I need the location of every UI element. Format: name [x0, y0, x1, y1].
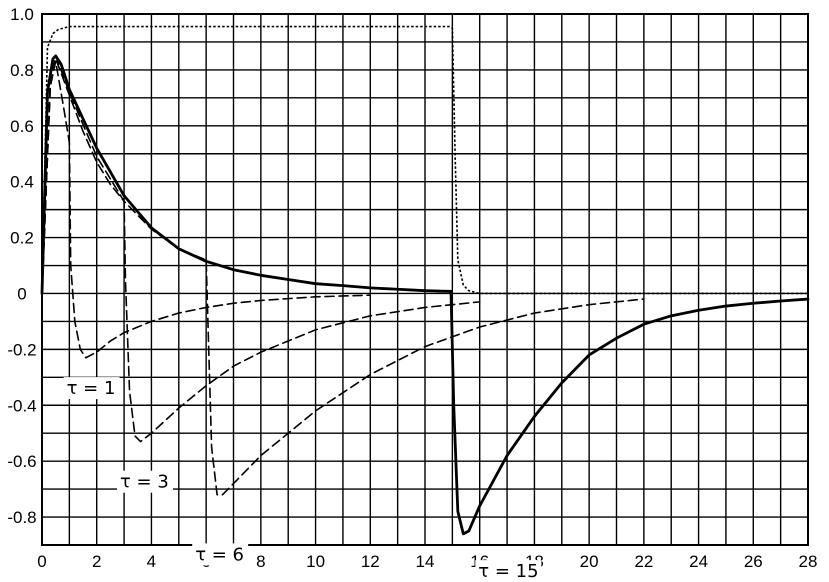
annotation-background — [117, 470, 173, 493]
x-tick-label: 2 — [92, 552, 101, 571]
x-tick-label: 4 — [147, 552, 156, 571]
x-tick-label: 28 — [799, 552, 818, 571]
x-tick-labels: 0246810121416182022242628 — [37, 552, 817, 571]
series-line — [41, 60, 372, 359]
curve-annotation: τ = 3 — [120, 472, 169, 493]
y-tick-label: -0.6 — [7, 452, 36, 471]
x-tick-label: 22 — [634, 552, 653, 571]
x-tick-label: 0 — [37, 552, 46, 571]
series-line — [41, 57, 481, 443]
curves — [40, 25, 810, 536]
x-tick-label: 20 — [580, 552, 599, 571]
x-tick-label: 8 — [256, 552, 265, 571]
curve-annotation: τ = 6 — [195, 544, 244, 565]
x-tick-label: 24 — [689, 552, 708, 571]
annotation-background — [63, 377, 120, 400]
y-tick-label: 0.2 — [10, 229, 34, 248]
annotation-background — [192, 543, 249, 566]
x-tick-label: 12 — [361, 552, 380, 571]
series-line — [40, 54, 810, 536]
curve-annotation: τ = 1 — [67, 378, 116, 399]
y-tick-label: 0 — [17, 285, 26, 304]
curve-annotations: τ = 1 τ = 3 τ = 6 τ = 15 — [63, 377, 542, 582]
x-tick-label: 26 — [744, 552, 763, 571]
y-tick-label: -0.2 — [7, 340, 36, 359]
x-tick-label: 10 — [306, 552, 325, 571]
y-tick-label: 1.0 — [10, 5, 34, 24]
x-tick-label: 14 — [416, 552, 435, 571]
y-tick-label: 0.8 — [10, 61, 34, 80]
y-tick-label: 0.6 — [10, 117, 34, 136]
y-tick-labels: 1.0 0.8 0.6 0.4 0.2 0 -0.2 -0.4 -0.6 -0.8 — [7, 5, 36, 527]
annotation-background — [475, 560, 542, 582]
y-tick-label: 0.4 — [10, 173, 34, 192]
pulse-curve — [41, 25, 808, 295]
y-tick-label: -0.4 — [7, 396, 36, 415]
y-tick-label: -0.8 — [7, 508, 36, 527]
curve-annotation: τ = 15 — [478, 561, 538, 582]
